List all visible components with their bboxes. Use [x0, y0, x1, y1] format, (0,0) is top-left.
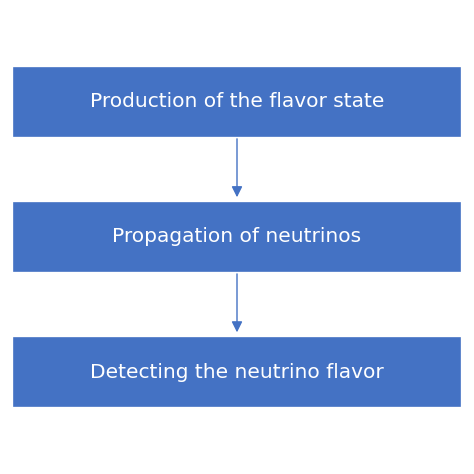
FancyBboxPatch shape: [14, 67, 460, 137]
Text: Propagation of neutrinos: Propagation of neutrinos: [112, 228, 362, 246]
Text: Production of the flavor state: Production of the flavor state: [90, 92, 384, 111]
FancyBboxPatch shape: [14, 203, 460, 271]
FancyBboxPatch shape: [14, 338, 460, 407]
Text: Detecting the neutrino flavor: Detecting the neutrino flavor: [90, 363, 384, 382]
